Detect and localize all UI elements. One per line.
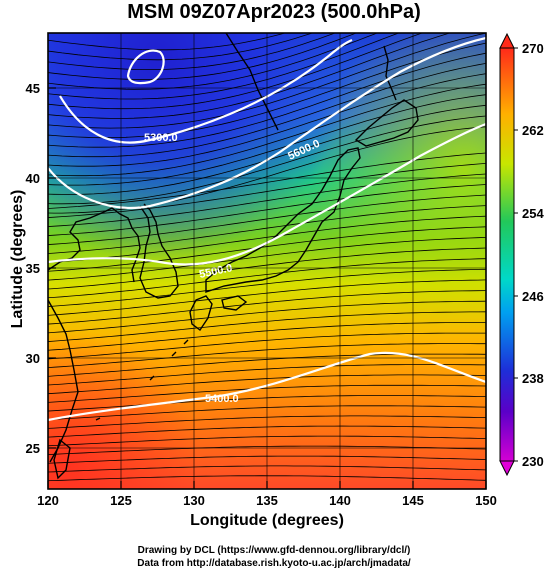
map-title: MSM 09Z07Apr2023 (500.0hPa) xyxy=(127,1,421,23)
streamline xyxy=(48,415,486,429)
colorbar-tick-254: 254 xyxy=(522,206,544,221)
streamline xyxy=(48,83,486,177)
streamline xyxy=(48,374,486,395)
streamline xyxy=(48,115,486,205)
streamline xyxy=(48,33,400,100)
contour-label-5400: 5400.0 xyxy=(205,393,239,405)
streamline xyxy=(48,33,337,70)
streamline xyxy=(48,33,379,90)
colorbar-tick-270: 270 xyxy=(522,41,544,56)
colorbar-tick-238: 238 xyxy=(522,371,544,386)
coastlines xyxy=(48,33,419,480)
y-tick-40: 40 xyxy=(26,171,40,186)
x-tick-140: 140 xyxy=(329,493,351,508)
streamline xyxy=(48,162,486,218)
credit-data: Data from http://database.rish.kyoto-u.a… xyxy=(137,558,411,569)
colorbar-max-arrow-icon xyxy=(499,32,515,49)
y-tick-30: 30 xyxy=(26,351,40,366)
streamline xyxy=(48,405,486,421)
colorbar-min-arrow-icon xyxy=(499,460,515,477)
streamline xyxy=(48,311,486,342)
streamline xyxy=(48,279,486,316)
colorbar-tick-246: 246 xyxy=(522,289,544,304)
streamline xyxy=(48,353,486,377)
height-contours xyxy=(48,36,486,422)
streamline xyxy=(48,152,486,209)
y-axis-label: Latitude (degrees) xyxy=(9,189,26,329)
streamline xyxy=(48,94,486,186)
streamline xyxy=(48,425,486,438)
y-tick-35: 35 xyxy=(26,261,40,276)
streamline xyxy=(48,33,358,80)
y-tick-45: 45 xyxy=(26,81,40,96)
streamline xyxy=(48,194,486,245)
x-tick-150: 150 xyxy=(475,493,497,508)
x-tick-145: 145 xyxy=(402,493,424,508)
streamline xyxy=(48,475,486,482)
streamline xyxy=(48,236,486,281)
streamline xyxy=(48,268,486,307)
streamline xyxy=(48,455,486,464)
streamline xyxy=(48,395,486,412)
streamline xyxy=(48,42,486,139)
streamline xyxy=(48,465,486,473)
colorbar-tick-230: 230 xyxy=(522,454,544,469)
streamline xyxy=(48,62,486,158)
x-tick-120: 120 xyxy=(37,493,59,508)
credit-drawing: Drawing by DCL (https://www.gfd-dennou.o… xyxy=(137,545,411,556)
x-tick-130: 130 xyxy=(183,493,205,508)
streamline xyxy=(48,445,486,455)
streamline xyxy=(48,33,287,51)
streamline xyxy=(48,258,486,299)
streamline xyxy=(48,290,486,325)
streamline xyxy=(48,364,486,386)
streamline xyxy=(48,343,486,369)
streamline xyxy=(48,332,486,360)
streamline xyxy=(48,33,486,129)
streamline xyxy=(48,384,486,403)
streamline xyxy=(48,52,486,148)
streamline xyxy=(48,173,486,227)
streamline xyxy=(48,435,486,447)
x-tick-125: 125 xyxy=(110,493,132,508)
streamline xyxy=(48,247,486,290)
graticule xyxy=(48,33,486,489)
colorbar xyxy=(499,32,518,477)
x-axis-label: Longitude (degrees) xyxy=(190,512,344,529)
y-tick-25: 25 xyxy=(26,441,40,456)
colorbar-tick-262: 262 xyxy=(522,123,544,138)
streamline xyxy=(48,322,486,351)
axis-ticks xyxy=(47,87,487,489)
streamline xyxy=(48,215,486,263)
streamline xyxy=(48,33,314,61)
contour-label-5300: 5300.0 xyxy=(144,132,178,144)
streamline xyxy=(48,300,486,334)
x-tick-135: 135 xyxy=(256,493,278,508)
streamline xyxy=(48,184,486,236)
streamline xyxy=(48,205,486,254)
streamline xyxy=(48,226,486,272)
